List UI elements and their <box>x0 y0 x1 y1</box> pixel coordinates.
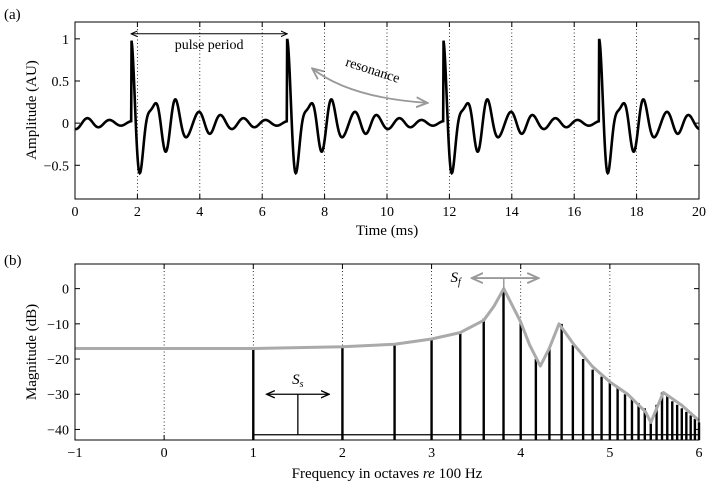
x-tick-label: 16 <box>567 205 581 220</box>
y-tick-label: −30 <box>47 388 69 403</box>
x-tick-label: 20 <box>692 205 706 220</box>
y-tick-label: 0 <box>62 283 69 298</box>
panel-b-xlabel: Frequency in octaves re 100 Hz <box>292 466 483 482</box>
ss-label: Ss <box>292 372 304 390</box>
panel-b-ylabel: Magnitude (dB) <box>24 304 40 400</box>
axes-frame <box>74 263 700 441</box>
pulse-period-label: pulse period <box>175 38 244 53</box>
y-tick-label: 1 <box>62 33 69 48</box>
x-tick-label: 2 <box>339 446 346 461</box>
y-tick-label: −20 <box>47 353 69 368</box>
panel-b-label: (b) <box>4 253 22 269</box>
x-tick-label: 8 <box>321 205 328 220</box>
waveform-line <box>74 38 700 176</box>
x-tick-label: −1 <box>68 446 83 461</box>
x-tick-label: 0 <box>161 446 168 461</box>
axes-frame <box>74 21 700 200</box>
xlabel-part: Frequency in octaves <box>292 466 423 482</box>
x-tick-label: 6 <box>259 205 266 220</box>
panel-a-label: (a) <box>4 7 21 23</box>
x-tick-label: 12 <box>442 205 456 220</box>
xlabel-part: 100 Hz <box>435 466 483 482</box>
ss-subscript: s <box>300 379 304 390</box>
y-tick-label: −0.5 <box>44 159 69 174</box>
y-tick-label: 0 <box>62 117 69 132</box>
x-tick-label: 5 <box>606 446 613 461</box>
resonance-label: resonance <box>344 55 402 87</box>
x-tick-label: 3 <box>428 446 435 461</box>
x-tick-label: 10 <box>380 205 394 220</box>
x-tick-label: 6 <box>696 446 703 461</box>
panel-a-ylabel: Amplitude (AU) <box>24 60 40 160</box>
x-tick-label: 4 <box>196 205 203 220</box>
x-tick-label: 18 <box>630 205 644 220</box>
x-tick-label: 1 <box>250 446 257 461</box>
y-tick-label: 0.5 <box>52 75 70 90</box>
x-tick-label: 4 <box>517 446 524 461</box>
panel-a-xlabel: Time (ms) <box>356 223 418 239</box>
xlabel-italic: re <box>423 466 435 482</box>
spectral-envelope-line <box>75 287 700 424</box>
y-tick-label: −10 <box>47 318 69 333</box>
panel-a-plot: 0 2 4 6 8 10 12 14 16 18 20 −0.5 0 0.5 1 pulse period re… <box>44 21 706 220</box>
sf-label: Sf <box>451 270 463 288</box>
x-tick-label: 2 <box>134 205 141 220</box>
x-tick-label: 0 <box>72 205 79 220</box>
x-tick-label: 14 <box>505 205 519 220</box>
resonance-arrow <box>312 68 427 103</box>
sf-subscript: f <box>458 277 462 288</box>
y-tick-label: −40 <box>47 423 69 438</box>
